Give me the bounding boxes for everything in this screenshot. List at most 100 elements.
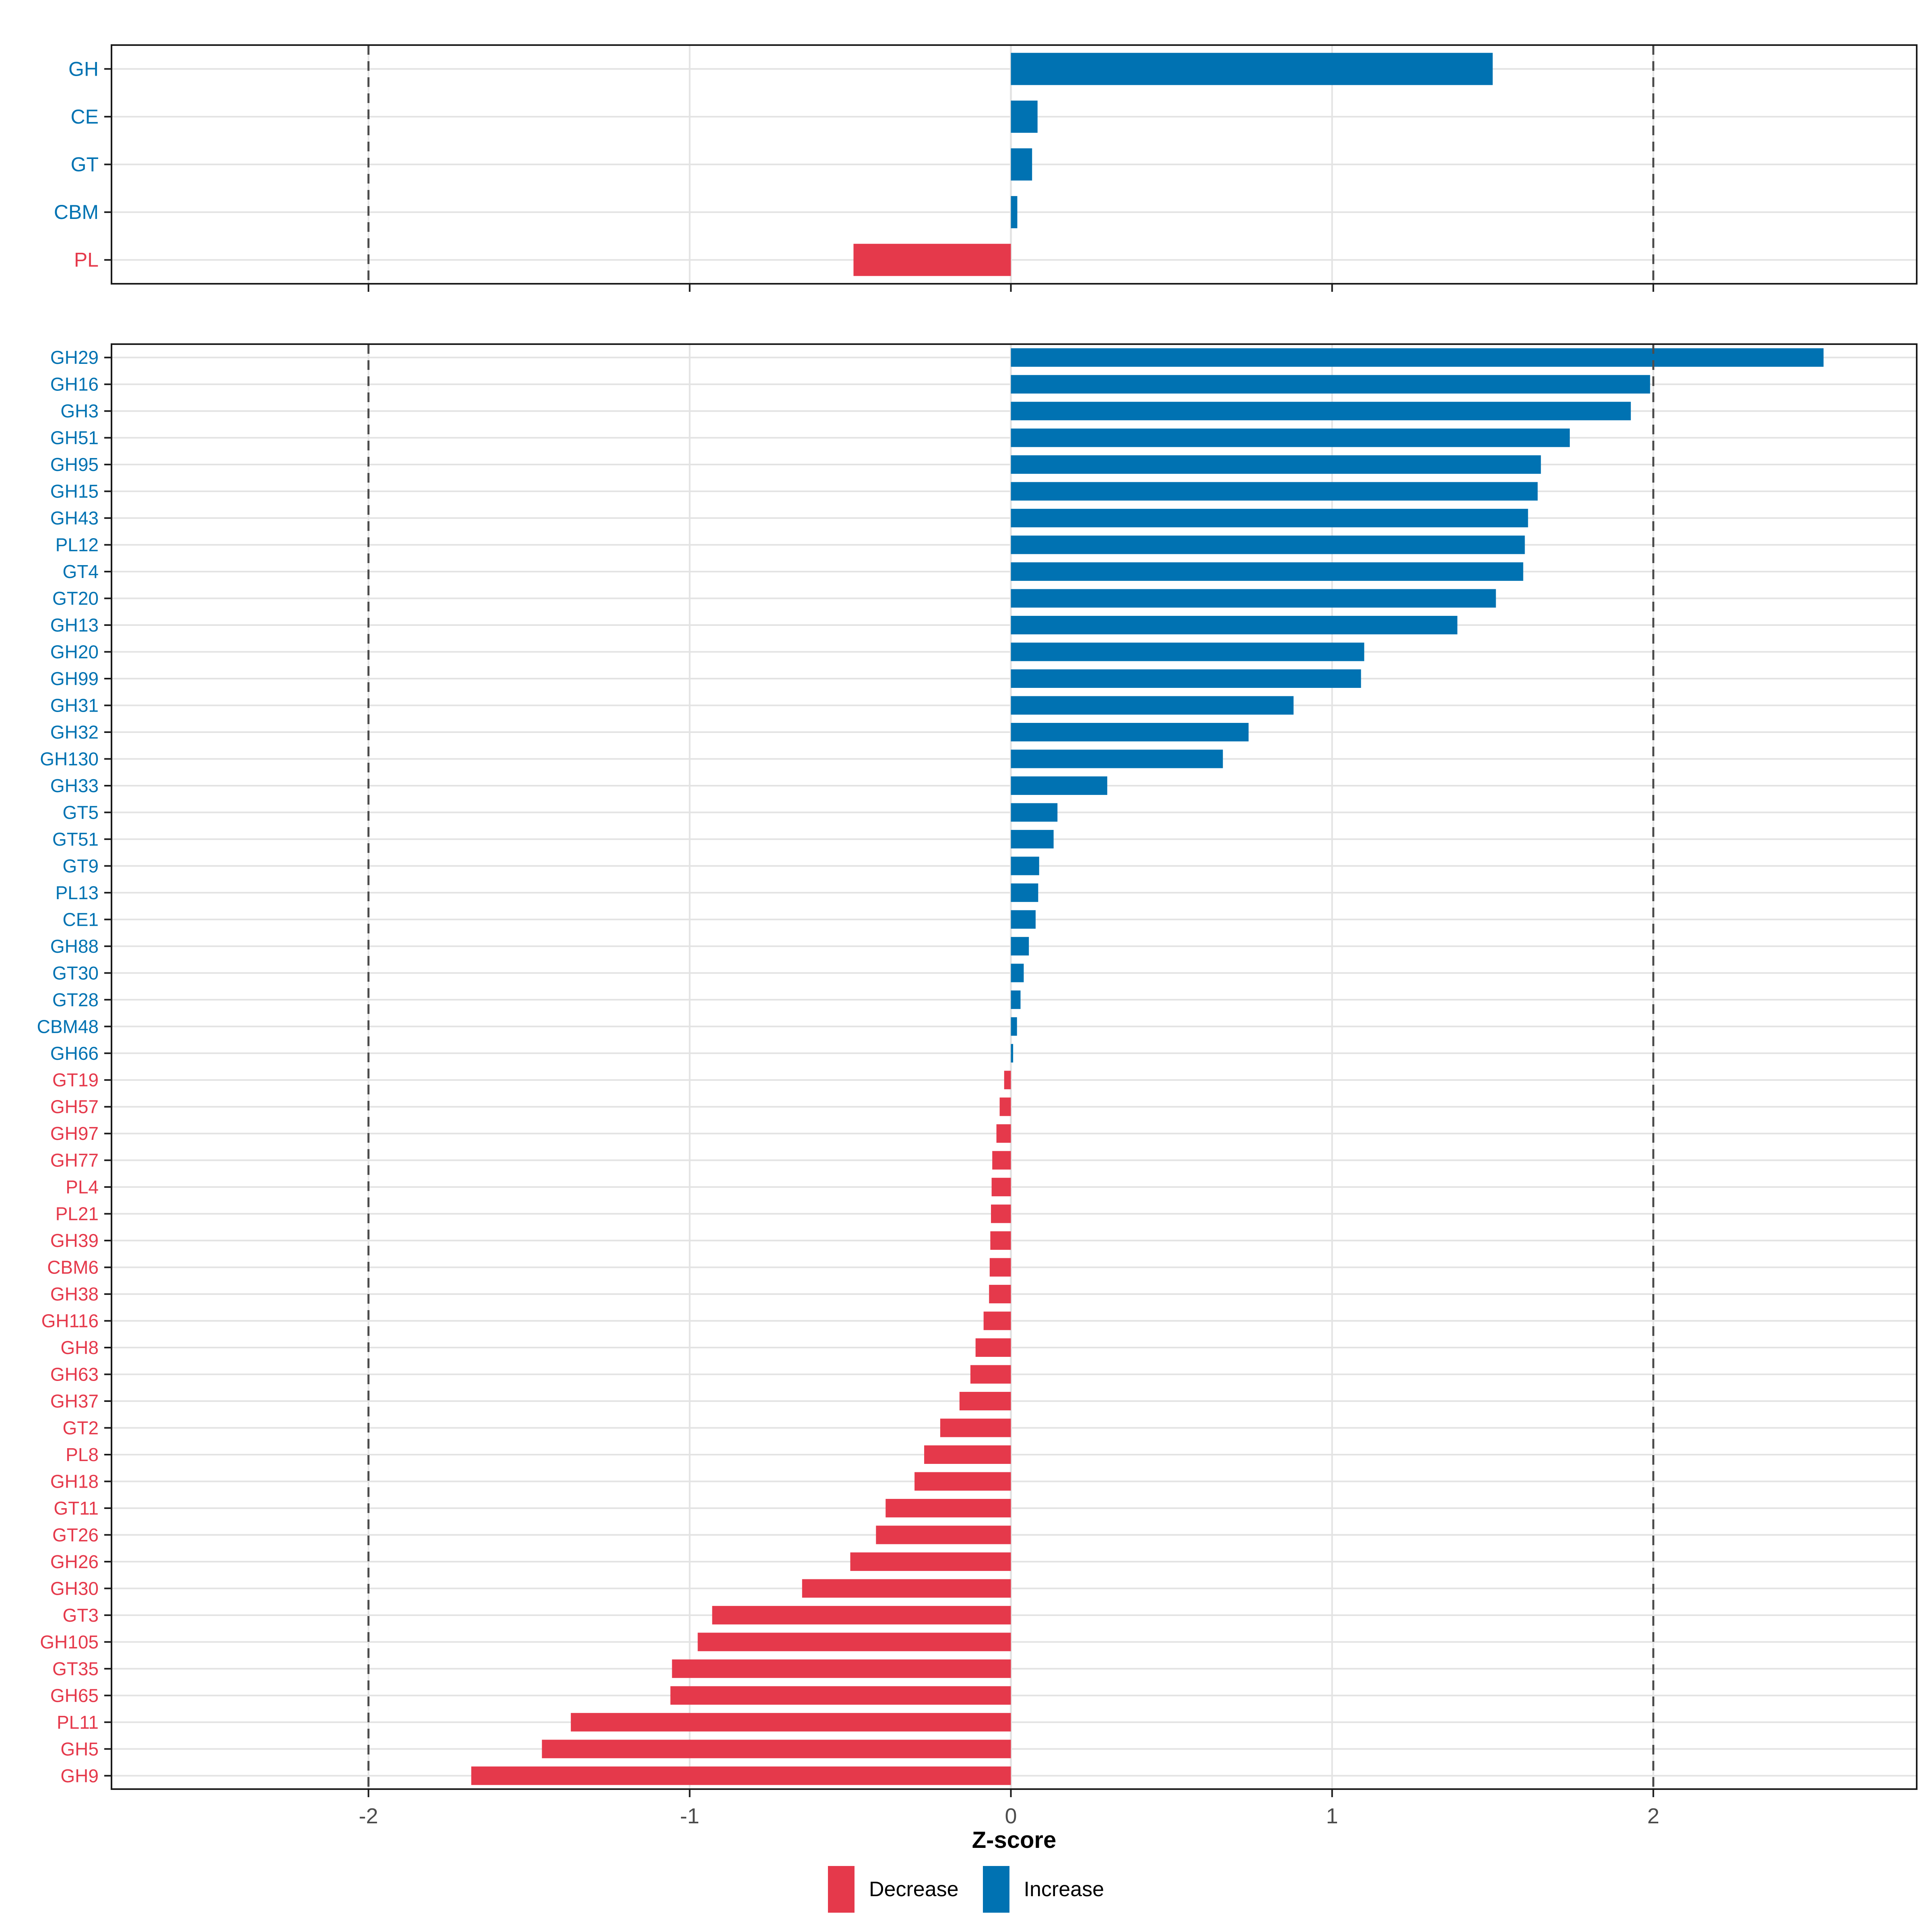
bar-GH13	[1011, 616, 1457, 635]
x-tick-label-2: 2	[1647, 1804, 1660, 1828]
y-tick-label-GH130: GH130	[40, 748, 99, 769]
y-tick-label-GH29: GH29	[50, 347, 99, 368]
y-tick-label-PL11: PL11	[57, 1712, 99, 1733]
y-tick-label-GH77: GH77	[50, 1150, 99, 1171]
bar-GH39	[990, 1231, 1011, 1250]
bar-GH5	[542, 1740, 1011, 1759]
y-tick-label-GT30: GT30	[52, 962, 99, 983]
x-tick-label-0: 0	[1005, 1804, 1017, 1828]
y-tick-label-GH43: GH43	[50, 508, 99, 528]
bar-GH130	[1011, 749, 1223, 768]
y-tick-label-PL13: PL13	[56, 882, 99, 903]
bar-GH32	[1011, 722, 1249, 741]
legend-label-decrease: Decrease	[869, 1878, 959, 1901]
y-tick-label-GH31: GH31	[50, 695, 99, 716]
y-tick-label-GH63: GH63	[50, 1364, 99, 1385]
bar-GT28	[1011, 990, 1021, 1009]
bar-GT30	[1011, 964, 1024, 983]
x-tick-label--2: -2	[359, 1804, 378, 1828]
bar-GH77	[992, 1151, 1011, 1170]
y-tick-label-CBM: CBM	[54, 201, 99, 223]
y-tick-label-GT20: GT20	[52, 588, 99, 609]
bar-GH15	[1011, 482, 1538, 501]
panel-border-family-detail	[111, 343, 1918, 1790]
y-tick-label-CE1: CE1	[63, 909, 99, 930]
bar-GH29	[1011, 348, 1824, 367]
bar-CE	[1011, 100, 1038, 133]
bar-GH95	[1011, 455, 1541, 474]
bar-CBM	[1011, 196, 1018, 229]
y-tick-label-CBM48: CBM48	[37, 1016, 99, 1037]
bar-GH18	[914, 1472, 1011, 1491]
bar-GH	[1011, 53, 1493, 85]
bar-GT3	[712, 1606, 1011, 1624]
bar-GT19	[1004, 1071, 1011, 1090]
y-tick-label-CBM6: CBM6	[47, 1257, 99, 1278]
y-tick-label-GH13: GH13	[50, 615, 99, 636]
bar-GT35	[672, 1659, 1011, 1678]
bar-PL8	[924, 1445, 1011, 1464]
y-tick-label-GH8: GH8	[60, 1337, 99, 1358]
bar-GH66	[1011, 1044, 1013, 1063]
bar-PL11	[571, 1713, 1011, 1732]
y-tick-label-GH30: GH30	[50, 1578, 99, 1599]
y-tick-label-GH26: GH26	[50, 1551, 99, 1572]
y-tick-label-GH65: GH65	[50, 1685, 99, 1706]
y-tick-label-PL: PL	[74, 249, 99, 271]
y-tick-label-GH9: GH9	[60, 1765, 99, 1786]
legend: Decrease Increase	[0, 1866, 1932, 1913]
y-tick-label-GH105: GH105	[40, 1631, 99, 1652]
legend-item-increase: Increase	[983, 1866, 1104, 1913]
y-tick-label-GH5: GH5	[60, 1738, 99, 1759]
y-tick-label-GH95: GH95	[50, 454, 99, 475]
y-tick-label-GT26: GT26	[52, 1524, 99, 1545]
bar-CBM48	[1011, 1017, 1017, 1036]
y-tick-label-GH97: GH97	[50, 1123, 99, 1144]
bar-GH8	[975, 1338, 1011, 1357]
y-tick-label-GH37: GH37	[50, 1391, 99, 1412]
bar-GH105	[698, 1633, 1011, 1651]
y-tick-label-GH88: GH88	[50, 936, 99, 957]
bar-GT20	[1011, 589, 1496, 608]
y-tick-label-GT9: GT9	[63, 855, 99, 876]
y-tick-label-PL4: PL4	[66, 1177, 99, 1197]
bar-PL4	[991, 1178, 1011, 1197]
y-tick-label-PL21: PL21	[56, 1203, 99, 1224]
bar-GT2	[940, 1418, 1011, 1437]
bar-PL12	[1011, 535, 1525, 554]
bar-GH99	[1011, 669, 1361, 688]
y-tick-label-GH66: GH66	[50, 1043, 99, 1064]
y-tick-label-GH: GH	[68, 58, 99, 80]
y-tick-label-GH16: GH16	[50, 374, 99, 395]
bar-PL	[853, 244, 1011, 276]
bar-GH116	[983, 1311, 1011, 1330]
bar-GT	[1011, 148, 1032, 181]
y-tick-label-GT5: GT5	[63, 802, 99, 823]
bar-GH65	[670, 1686, 1011, 1705]
bar-GT5	[1011, 803, 1058, 822]
legend-swatch-decrease	[828, 1866, 855, 1913]
bar-GT26	[876, 1525, 1011, 1544]
bar-PL21	[991, 1204, 1011, 1223]
y-tick-label-GH57: GH57	[50, 1096, 99, 1117]
y-tick-label-GH51: GH51	[50, 427, 99, 448]
bar-GH38	[989, 1285, 1011, 1304]
bar-GH37	[959, 1392, 1011, 1411]
bar-CBM6	[989, 1258, 1011, 1277]
bar-GT9	[1011, 857, 1039, 875]
bar-GH57	[999, 1097, 1011, 1116]
y-tick-label-GH20: GH20	[50, 642, 99, 663]
bar-GH16	[1011, 375, 1650, 394]
bar-GH97	[996, 1124, 1011, 1143]
y-tick-label-GH3: GH3	[60, 400, 99, 421]
bar-GH31	[1011, 696, 1294, 715]
bar-GH43	[1011, 509, 1528, 528]
bar-GH51	[1011, 428, 1570, 447]
x-tick-label--1: -1	[680, 1804, 699, 1828]
y-tick-label-PL8: PL8	[66, 1444, 99, 1465]
bar-GT4	[1011, 562, 1523, 581]
bar-GT51	[1011, 830, 1054, 848]
bar-PL13	[1011, 883, 1038, 902]
